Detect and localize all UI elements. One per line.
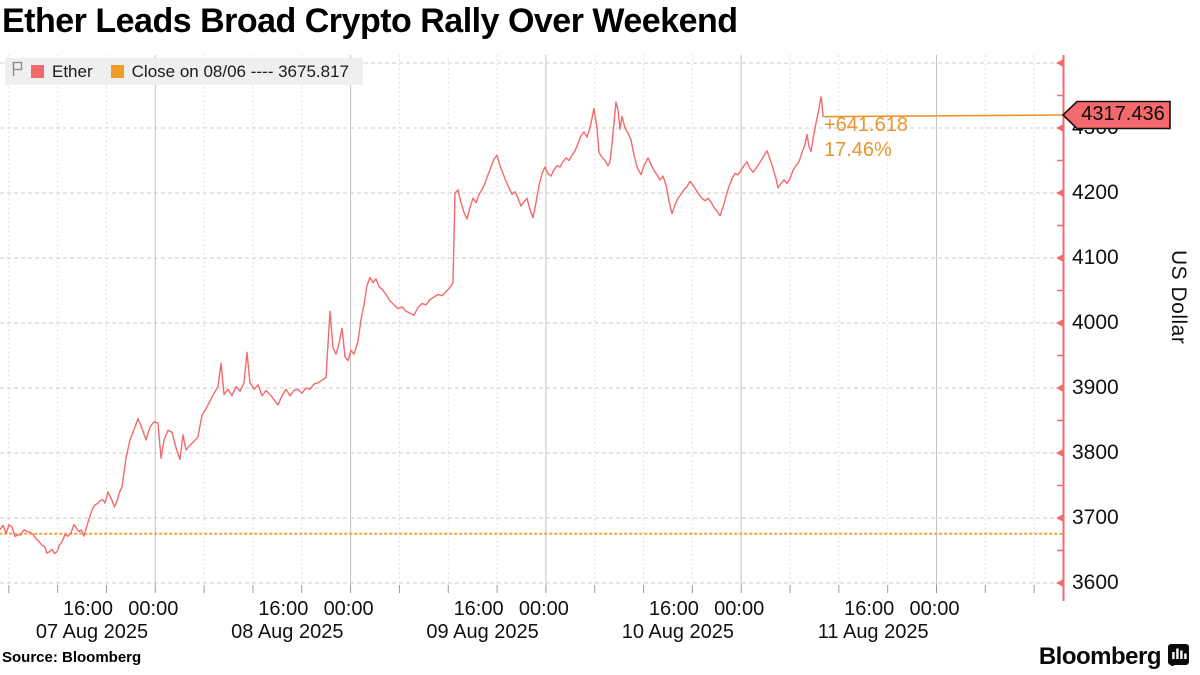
legend-close-label: Close on 08/06 ---- 3675.817 bbox=[131, 61, 349, 81]
x-time-label: 00:00 bbox=[323, 598, 374, 620]
x-time-label: 00:00 bbox=[128, 598, 179, 620]
x-date-label: 10 Aug 2025 bbox=[621, 621, 735, 643]
bloomberg-icon bbox=[1167, 643, 1190, 671]
source-credit: Source: Bloomberg bbox=[2, 649, 142, 666]
x-time-label: 16:00 bbox=[453, 598, 504, 620]
last-price-badge: 4317.436 bbox=[1081, 103, 1165, 125]
x-time-label: 16:00 bbox=[648, 598, 699, 620]
x-date-label: 11 Aug 2025 bbox=[817, 621, 929, 643]
x-date-label: 09 Aug 2025 bbox=[426, 621, 539, 643]
ether-series-swatch bbox=[31, 65, 44, 78]
x-time-label: 00:00 bbox=[714, 598, 765, 620]
y-tick-label: 4100 bbox=[1072, 246, 1119, 269]
y-tick-label: 4000 bbox=[1072, 311, 1119, 334]
annotation-flag-icon bbox=[11, 60, 23, 83]
x-time-label: 00:00 bbox=[909, 598, 960, 620]
x-time-label: 00:00 bbox=[518, 598, 569, 620]
x-time-label: 16:00 bbox=[258, 598, 309, 620]
y-tick-label: 3900 bbox=[1072, 376, 1119, 399]
price-change-percent: 17.46% bbox=[824, 139, 892, 161]
y-axis-title: US Dollar bbox=[1167, 250, 1190, 345]
bloomberg-logo: Bloomberg bbox=[1039, 643, 1190, 671]
x-date-label: 07 Aug 2025 bbox=[35, 621, 149, 643]
price-change-annotation: +641.618 bbox=[824, 114, 908, 136]
legend-series-label: Ether bbox=[52, 61, 93, 81]
x-date-label: 08 Aug 2025 bbox=[231, 621, 344, 643]
x-time-label: 16:00 bbox=[844, 598, 895, 620]
y-tick-label: 3700 bbox=[1072, 506, 1119, 529]
bloomberg-wordmark: Bloomberg bbox=[1038, 643, 1162, 670]
y-tick-label: 3800 bbox=[1072, 441, 1119, 464]
y-tick-label: 4200 bbox=[1072, 181, 1119, 204]
chart-legend: Ether Close on 08/06 ---- 3675.817 bbox=[5, 58, 363, 85]
y-tick-label: 3600 bbox=[1072, 571, 1119, 594]
close-line-swatch bbox=[110, 65, 124, 78]
page-title: Ether Leads Broad Crypto Rally Over Week… bbox=[2, 2, 738, 40]
x-time-label: 16:00 bbox=[62, 598, 114, 620]
